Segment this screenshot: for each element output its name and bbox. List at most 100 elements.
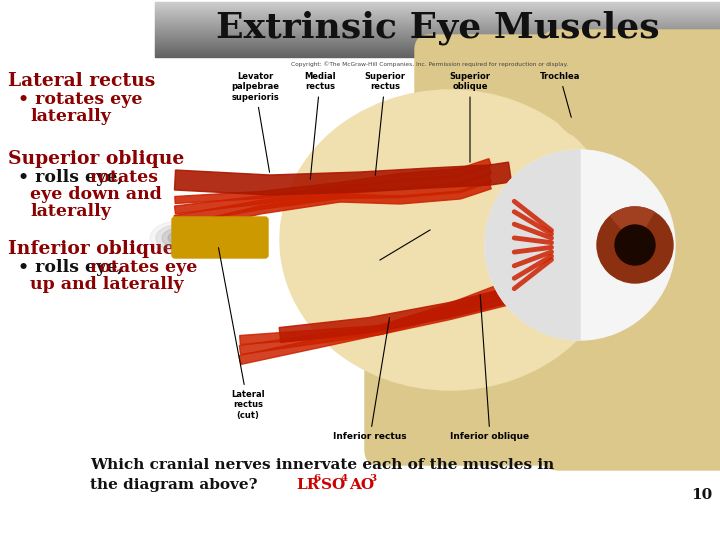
Bar: [155, 54, 720, 55]
Text: • rolls eye,: • rolls eye,: [18, 259, 130, 276]
Text: Copyright: ©The McGraw-Hill Companies, Inc. Permission required for reproduction: Copyright: ©The McGraw-Hill Companies, I…: [292, 61, 569, 66]
Text: laterally: laterally: [30, 108, 111, 125]
Bar: [155, 2, 720, 3]
Polygon shape: [174, 166, 491, 214]
Bar: [155, 35, 720, 36]
Text: Trochlea: Trochlea: [540, 72, 580, 117]
Bar: [155, 51, 720, 52]
Text: Superior oblique: Superior oblique: [8, 150, 184, 168]
Bar: [155, 24, 720, 25]
Circle shape: [485, 150, 675, 340]
Bar: [155, 29, 720, 30]
Text: Inferior oblique: Inferior oblique: [451, 295, 530, 441]
Polygon shape: [174, 162, 511, 195]
Text: rotates: rotates: [90, 169, 159, 186]
Polygon shape: [175, 159, 491, 204]
Bar: [155, 50, 720, 51]
FancyBboxPatch shape: [540, 30, 720, 470]
Text: the diagram above?: the diagram above?: [90, 478, 279, 492]
Polygon shape: [240, 271, 541, 345]
Ellipse shape: [150, 221, 206, 255]
FancyBboxPatch shape: [172, 217, 268, 258]
Polygon shape: [239, 286, 541, 364]
Bar: [155, 12, 720, 13]
Bar: [155, 33, 720, 35]
Bar: [155, 36, 720, 37]
Text: Lateral
rectus
(cut): Lateral rectus (cut): [218, 248, 265, 420]
Bar: [155, 13, 720, 14]
Text: AO: AO: [349, 478, 374, 492]
Bar: [155, 49, 720, 50]
Bar: [155, 48, 720, 49]
Circle shape: [597, 207, 673, 283]
Bar: [155, 6, 720, 7]
Text: Lateral rectus: Lateral rectus: [8, 72, 156, 90]
Bar: [155, 17, 720, 18]
Bar: [155, 19, 720, 20]
Text: Medial
rectus: Medial rectus: [304, 72, 336, 179]
Bar: [155, 55, 720, 56]
Ellipse shape: [280, 90, 620, 390]
Bar: [155, 22, 720, 23]
Bar: [155, 26, 720, 27]
Bar: [155, 53, 720, 54]
Bar: [155, 11, 720, 12]
Bar: [155, 45, 720, 46]
Polygon shape: [174, 181, 491, 234]
Bar: [155, 37, 720, 38]
Bar: [155, 28, 720, 29]
Text: Superior
oblique: Superior oblique: [449, 72, 490, 162]
Bar: [155, 9, 720, 10]
Bar: [155, 40, 720, 41]
Bar: [155, 18, 720, 19]
Bar: [155, 3, 720, 4]
Bar: [155, 41, 720, 42]
Ellipse shape: [156, 225, 200, 251]
Bar: [155, 38, 720, 39]
Bar: [155, 44, 720, 45]
Text: 4: 4: [341, 474, 348, 483]
Text: LR: LR: [296, 478, 320, 492]
Ellipse shape: [162, 228, 194, 248]
Text: Superior
rectus: Superior rectus: [364, 72, 405, 176]
Text: • rolls eye,: • rolls eye,: [18, 169, 130, 186]
Circle shape: [615, 225, 655, 265]
Bar: [155, 52, 720, 53]
Bar: [155, 7, 720, 8]
Bar: [155, 42, 720, 43]
Bar: [155, 5, 720, 6]
Bar: [155, 56, 720, 57]
Polygon shape: [239, 278, 541, 354]
Bar: [155, 15, 720, 16]
Wedge shape: [485, 150, 580, 340]
Text: Extrinsic Eye Muscles: Extrinsic Eye Muscles: [216, 10, 660, 45]
Text: 6: 6: [313, 474, 320, 483]
Text: Which cranial nerves innervate each of the muscles in: Which cranial nerves innervate each of t…: [90, 458, 554, 472]
Text: eye down and: eye down and: [30, 186, 162, 203]
Polygon shape: [174, 174, 492, 225]
Text: Inferior rectus: Inferior rectus: [333, 318, 407, 441]
Bar: [155, 25, 720, 26]
Bar: [155, 4, 720, 5]
Bar: [155, 27, 720, 28]
Bar: [155, 16, 720, 17]
Text: • rotates eye: • rotates eye: [18, 91, 143, 108]
Bar: [155, 21, 720, 22]
FancyBboxPatch shape: [415, 35, 720, 165]
Bar: [155, 39, 720, 40]
Bar: [155, 46, 720, 48]
Text: Levator
palpebrae
superioris: Levator palpebrae superioris: [231, 72, 279, 172]
Bar: [155, 30, 720, 31]
Bar: [155, 10, 720, 11]
Wedge shape: [611, 207, 654, 245]
Polygon shape: [279, 273, 544, 342]
Bar: [155, 8, 720, 9]
Bar: [155, 14, 720, 15]
FancyBboxPatch shape: [365, 315, 595, 465]
Text: rotates eye: rotates eye: [90, 259, 197, 276]
Text: SO: SO: [321, 478, 346, 492]
Bar: [155, 31, 720, 32]
Bar: [155, 43, 720, 44]
Bar: [155, 32, 720, 33]
Ellipse shape: [168, 232, 188, 244]
